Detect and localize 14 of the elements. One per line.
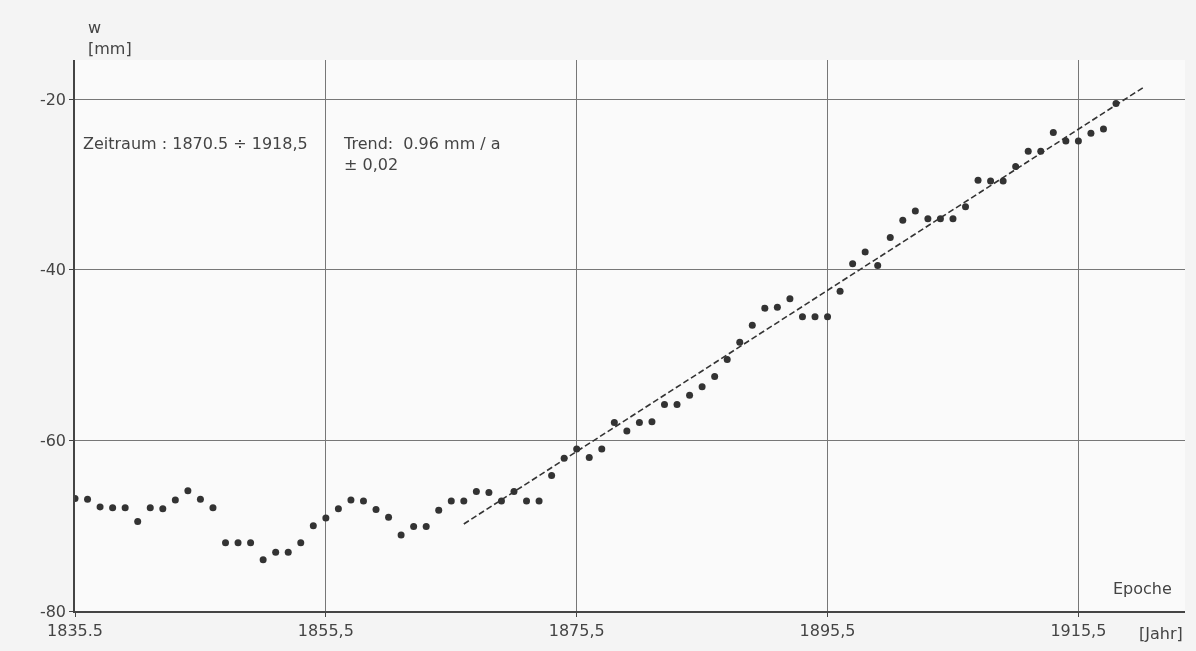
annotation: Zeitraum : 1870.5 ÷ 1918,5 (83, 134, 308, 153)
x-tick-label: 1855,5 (297, 620, 354, 640)
y-axis-title: w [mm] (88, 18, 132, 58)
text: [Jahr] (1139, 624, 1183, 643)
x-tick-label: 1875,5 (548, 620, 605, 640)
annotation: Trend: 0.96 mm / a ± 0,02 (343, 134, 501, 174)
x-tick-label: 1915,5 (1050, 620, 1107, 640)
x-axis-title: Epoche (1113, 579, 1172, 598)
y-tick-label: -60 (39, 431, 67, 451)
x-tick-label: 1895,5 (799, 620, 856, 640)
y-tick-label: -20 (39, 89, 67, 109)
x-tick-label: 1835.5 (47, 620, 103, 640)
y-tick-label: -80 (39, 601, 67, 621)
y-tick-label: -40 (39, 260, 67, 280)
